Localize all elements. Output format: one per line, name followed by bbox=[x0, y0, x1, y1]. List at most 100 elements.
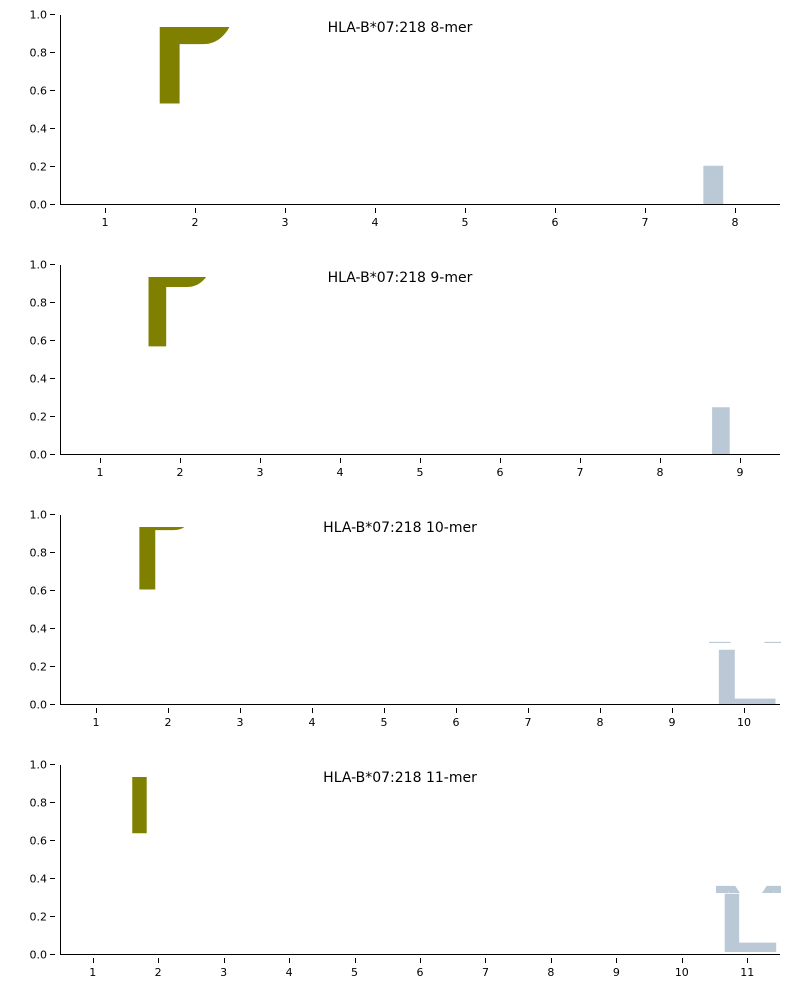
logo-letter-T: T bbox=[381, 336, 461, 349]
logo-letter-V: V bbox=[221, 391, 301, 406]
y-tick-label: 0.8 bbox=[30, 797, 48, 810]
position-column-4: RKAVLSGTEIDNQP bbox=[277, 515, 349, 704]
logo-letter-T: T bbox=[454, 836, 519, 849]
x-axis: 12345678910 bbox=[60, 708, 780, 750]
logo-letter-T: T bbox=[192, 836, 257, 849]
logo-letter-R: R bbox=[601, 187, 691, 204]
logo-letter-E: E bbox=[421, 75, 511, 86]
y-axis: 0.00.20.40.60.81.0 bbox=[0, 265, 55, 455]
logo-letter-T: T bbox=[241, 86, 331, 99]
logo-letter-L: L bbox=[301, 376, 381, 391]
logo-letter-T: T bbox=[61, 813, 126, 826]
logo-letter-Q: Q bbox=[637, 531, 709, 541]
logo-letter-D: D bbox=[585, 802, 650, 813]
logo-letter-Q: Q bbox=[192, 781, 257, 791]
logo-letter-T: T bbox=[61, 63, 151, 76]
logo-letter-I: I bbox=[349, 563, 421, 574]
logo-letter-D: D bbox=[349, 552, 421, 563]
logo-letter-M: M bbox=[691, 109, 781, 143]
logo-letter-M: M bbox=[61, 120, 151, 135]
logo-letter-M: M bbox=[716, 859, 781, 893]
logo-letter-V: V bbox=[637, 641, 709, 656]
logo-letter-N: N bbox=[205, 541, 277, 552]
logo-letter-V: V bbox=[61, 840, 126, 855]
logo-letter-A: A bbox=[519, 907, 584, 922]
logo-letter-P: P bbox=[205, 522, 277, 532]
x-tick-label: 1 bbox=[93, 716, 100, 729]
logo-letter-G: G bbox=[61, 52, 151, 63]
logo-letter-R: R bbox=[541, 437, 621, 454]
logo-letter-T: T bbox=[421, 86, 511, 99]
logo-letter-N: N bbox=[221, 291, 301, 302]
logo-letter-D: D bbox=[257, 802, 322, 813]
logo-letter-G: G bbox=[454, 850, 519, 863]
logo-letter-K: K bbox=[621, 422, 701, 437]
logo-letter-V: V bbox=[61, 340, 141, 355]
logo-letter-K: K bbox=[565, 672, 637, 687]
logo-letter-S: S bbox=[61, 136, 151, 151]
logo-letter-V: V bbox=[541, 391, 621, 406]
logo-letter-S: S bbox=[511, 113, 601, 126]
logo-letter-P: P bbox=[650, 772, 715, 782]
logo-letter-T: T bbox=[61, 563, 133, 576]
logo-letter-S: S bbox=[381, 363, 461, 376]
logo-letter-N: N bbox=[323, 791, 388, 802]
logo-letter-P: P bbox=[133, 527, 205, 704]
logo-letter-K: K bbox=[349, 672, 421, 687]
x-tick-label: 8 bbox=[732, 216, 739, 229]
logo-letter-G: G bbox=[519, 850, 584, 863]
position-column-3: RKAVLSGTEIDNQP bbox=[221, 265, 301, 454]
logo-letter-A: A bbox=[205, 657, 277, 672]
y-tick-label: 0.4 bbox=[30, 123, 48, 136]
logo-letter-C: C bbox=[709, 522, 781, 532]
y-axis: 0.00.20.40.60.81.0 bbox=[0, 765, 55, 955]
logo-letter-Q: Q bbox=[565, 531, 637, 541]
logo-letter-E: E bbox=[565, 575, 637, 586]
logo-letter-T: T bbox=[257, 836, 322, 849]
logo-letter-K: K bbox=[519, 922, 584, 937]
logo-letter-K: K bbox=[323, 922, 388, 937]
logo-letter-S: S bbox=[421, 113, 511, 126]
logo-letter-E: E bbox=[454, 825, 519, 836]
logo-letter-A: A bbox=[565, 657, 637, 672]
logo-letter-R: R bbox=[205, 687, 277, 704]
logo-letter-S: S bbox=[621, 363, 701, 376]
x-tick-label: 1 bbox=[97, 466, 104, 479]
logo-letter-N: N bbox=[601, 41, 691, 52]
logo-letter-Q: Q bbox=[650, 781, 715, 791]
logo-letter-M: M bbox=[61, 870, 126, 885]
logo-letter-I: I bbox=[241, 63, 331, 74]
y-tick-label: 0.4 bbox=[30, 373, 48, 386]
logo-letter-A: A bbox=[241, 157, 331, 172]
logo-letter-L: L bbox=[349, 626, 421, 641]
logo-letter-T: T bbox=[493, 586, 565, 599]
logo-letter-I: I bbox=[565, 563, 637, 574]
logo-letter-Y: Y bbox=[61, 522, 133, 532]
logo-letter-L: L bbox=[493, 626, 565, 641]
logo-letter-L: L bbox=[323, 876, 388, 891]
logo-letter-M: M bbox=[701, 359, 781, 393]
logo-letter-L: L bbox=[461, 376, 541, 391]
position-column-3: RKAVLSGTEIDNQP bbox=[192, 765, 257, 954]
logo-letter-Y: Y bbox=[61, 272, 141, 282]
logo-letter-G: G bbox=[221, 350, 301, 363]
panel-title: HLA-B*07:218 11-mer bbox=[323, 770, 477, 786]
logo-letter-T: T bbox=[601, 86, 691, 99]
logo-letter-S: S bbox=[637, 613, 709, 626]
position-column-4: RKAVLSGTEIDNQP bbox=[301, 265, 381, 454]
x-axis: 1234567891011 bbox=[60, 958, 780, 1000]
x-tick-label: 7 bbox=[642, 216, 649, 229]
logo-letter-I: I bbox=[601, 63, 691, 74]
logo-letter-E: E bbox=[349, 575, 421, 586]
x-tick-label: 11 bbox=[740, 966, 754, 979]
logo-letter-A: A bbox=[511, 157, 601, 172]
logo-letter-L: L bbox=[716, 893, 781, 954]
logo-letter-R: R bbox=[585, 937, 650, 954]
logo-letter-K: K bbox=[241, 172, 331, 187]
logo-letter-A: A bbox=[381, 407, 461, 422]
logo-letter-A: A bbox=[61, 166, 151, 185]
logo-letter-K: K bbox=[205, 672, 277, 687]
x-tick-label: 1 bbox=[89, 966, 96, 979]
y-tick-label: 0.2 bbox=[30, 161, 48, 174]
logo-letter-L: L bbox=[691, 143, 781, 204]
